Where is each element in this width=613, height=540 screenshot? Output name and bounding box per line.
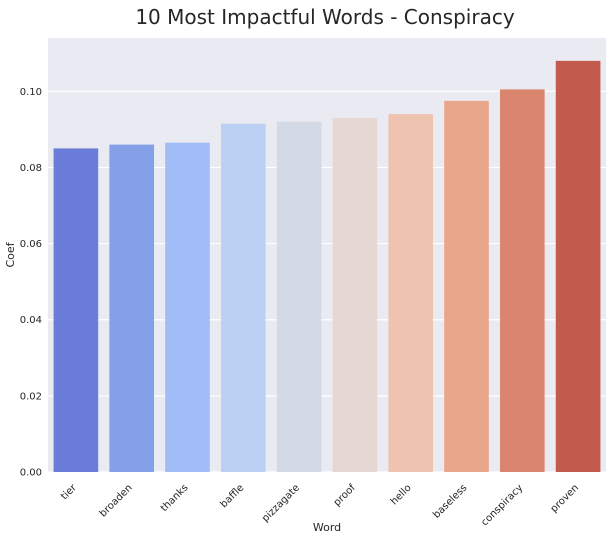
bar-broaden bbox=[109, 144, 155, 472]
bar-conspiracy bbox=[499, 89, 545, 472]
y-axis-label: Coef bbox=[4, 241, 17, 267]
bar-thanks bbox=[165, 142, 210, 472]
bar-hello bbox=[388, 114, 434, 472]
bar-baffle bbox=[220, 123, 266, 472]
x-tick-label: hello bbox=[389, 482, 414, 507]
y-tick-label: 0.02 bbox=[20, 391, 42, 402]
bar-baseless bbox=[444, 100, 489, 472]
y-tick-label: 0.06 bbox=[20, 239, 42, 250]
bar-proof bbox=[332, 117, 378, 473]
x-tick-label: proven bbox=[549, 482, 581, 514]
x-axis-label: Word bbox=[313, 521, 341, 534]
x-tick-label: conspiracy bbox=[479, 482, 525, 528]
x-tick-label: pizzagate bbox=[260, 482, 302, 524]
chart-title: 10 Most Impactful Words - Conspiracy bbox=[135, 5, 515, 29]
x-tick-label: broaden bbox=[98, 482, 135, 519]
y-tick-label: 0.00 bbox=[20, 468, 42, 479]
x-tick-label: tier bbox=[59, 482, 79, 502]
y-tick-labels: 0.00 0.02 0.04 0.06 0.08 0.10 bbox=[20, 87, 42, 479]
y-tick-label: 0.10 bbox=[20, 87, 42, 98]
bar-proven bbox=[555, 60, 601, 473]
bar-pizzagate bbox=[276, 121, 322, 472]
x-tick-label: baffle bbox=[219, 482, 247, 510]
bar-tier bbox=[53, 148, 99, 472]
y-tick-label: 0.04 bbox=[20, 315, 42, 326]
x-tick-label: proof bbox=[332, 482, 358, 508]
x-tick-label: thanks bbox=[159, 482, 191, 514]
bars bbox=[53, 60, 601, 473]
x-tick-label: baseless bbox=[431, 482, 469, 520]
y-tick-label: 0.08 bbox=[20, 163, 42, 174]
